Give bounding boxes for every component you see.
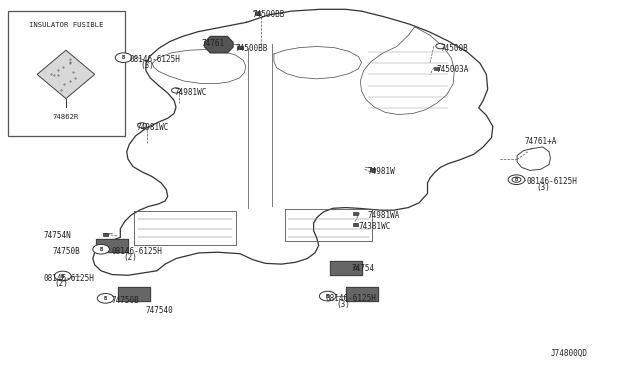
Text: B: B bbox=[99, 247, 103, 252]
Text: 74500BB: 74500BB bbox=[236, 44, 268, 53]
Text: J74800QD: J74800QD bbox=[550, 349, 588, 358]
Text: 74862R: 74862R bbox=[52, 114, 79, 120]
Text: (2): (2) bbox=[123, 253, 137, 262]
Circle shape bbox=[508, 175, 525, 185]
Bar bbox=[370, 168, 375, 171]
Bar bbox=[8, 11, 125, 136]
Text: 74981WC: 74981WC bbox=[136, 123, 169, 132]
Circle shape bbox=[54, 271, 71, 281]
Text: INSULATOR FUSIBLE: INSULATOR FUSIBLE bbox=[29, 22, 104, 28]
Text: 74981WA: 74981WA bbox=[367, 211, 400, 220]
Circle shape bbox=[319, 291, 336, 301]
Circle shape bbox=[172, 88, 180, 93]
Circle shape bbox=[138, 123, 147, 128]
Text: B: B bbox=[326, 294, 330, 299]
Bar bbox=[353, 266, 358, 269]
Circle shape bbox=[512, 177, 521, 182]
Text: 74761+A: 74761+A bbox=[525, 137, 557, 146]
Polygon shape bbox=[346, 287, 378, 301]
Text: 74761: 74761 bbox=[202, 39, 225, 48]
Polygon shape bbox=[205, 36, 233, 53]
Bar bbox=[353, 223, 358, 226]
Text: B: B bbox=[104, 296, 108, 301]
Text: B: B bbox=[122, 55, 125, 60]
Text: 74750B: 74750B bbox=[112, 296, 140, 305]
Polygon shape bbox=[330, 261, 362, 275]
Bar bbox=[237, 46, 243, 49]
Bar bbox=[353, 212, 358, 215]
Polygon shape bbox=[37, 50, 95, 99]
Text: 08146-6125H: 08146-6125H bbox=[112, 247, 163, 256]
Bar bbox=[103, 233, 108, 236]
Text: 08146-6125H: 08146-6125H bbox=[44, 274, 94, 283]
Circle shape bbox=[436, 44, 445, 49]
Text: (3): (3) bbox=[141, 61, 155, 70]
Text: 08146-6125H: 08146-6125H bbox=[325, 294, 376, 303]
Text: 74981WC: 74981WC bbox=[174, 88, 207, 97]
Bar bbox=[434, 67, 439, 70]
Text: B: B bbox=[61, 273, 65, 279]
Circle shape bbox=[97, 294, 114, 303]
Circle shape bbox=[93, 244, 109, 254]
Text: 74500BB: 74500BB bbox=[253, 10, 285, 19]
Text: 74750B: 74750B bbox=[52, 247, 80, 256]
Text: 08146-6125H: 08146-6125H bbox=[129, 55, 180, 64]
Text: B: B bbox=[515, 177, 518, 182]
Polygon shape bbox=[118, 287, 150, 301]
Circle shape bbox=[115, 53, 132, 62]
Text: 747540: 747540 bbox=[146, 306, 173, 315]
Text: 74981W: 74981W bbox=[368, 167, 396, 176]
Text: 08146-6125H: 08146-6125H bbox=[526, 177, 577, 186]
Text: 74754N: 74754N bbox=[44, 231, 71, 240]
Text: 745003A: 745003A bbox=[436, 65, 469, 74]
Text: (2): (2) bbox=[54, 279, 68, 288]
Text: 74500B: 74500B bbox=[440, 44, 468, 53]
Text: 74381WC: 74381WC bbox=[358, 222, 391, 231]
Text: 74754: 74754 bbox=[352, 264, 375, 273]
Polygon shape bbox=[96, 239, 128, 252]
Bar bbox=[255, 12, 260, 15]
Text: (3): (3) bbox=[536, 183, 550, 192]
Text: (3): (3) bbox=[336, 300, 350, 309]
